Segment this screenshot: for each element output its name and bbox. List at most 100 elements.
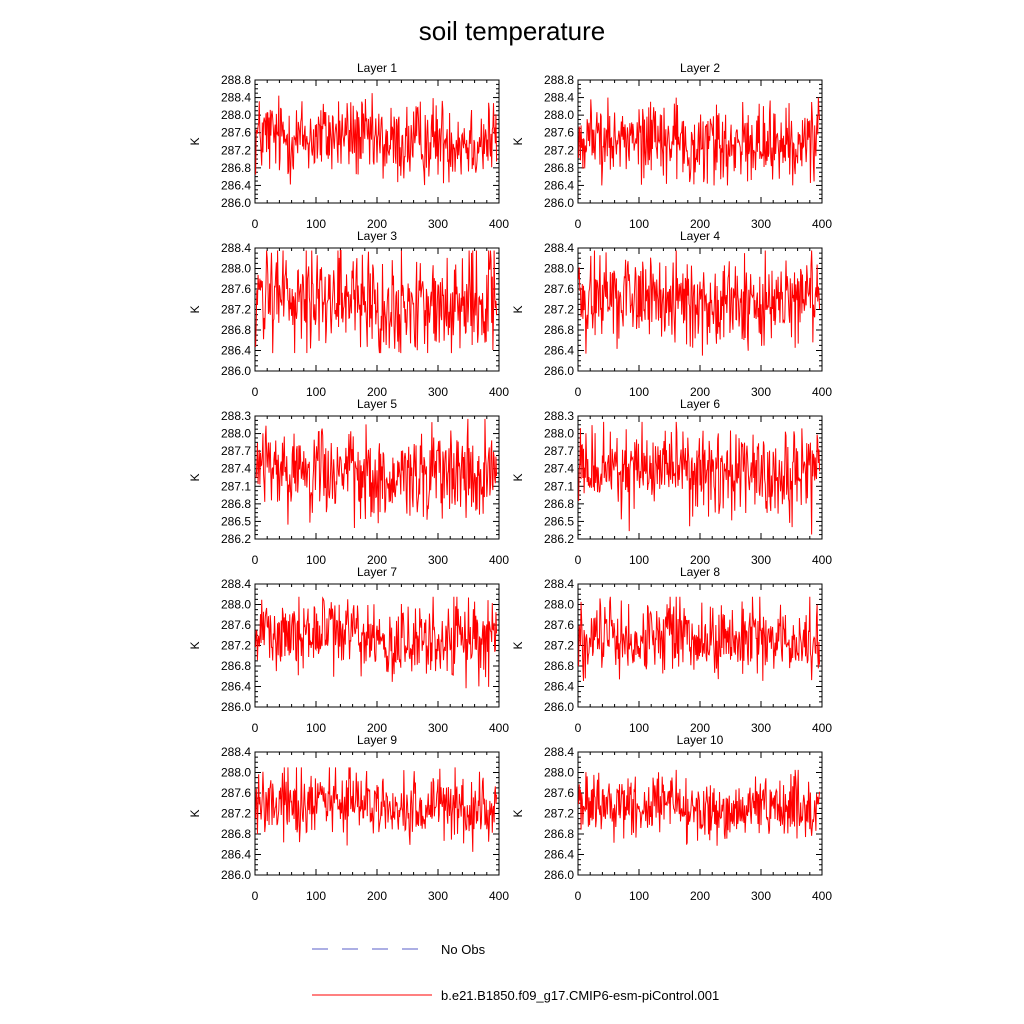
y-axis-label: K bbox=[188, 641, 202, 649]
y-tick-label: 288.4 bbox=[544, 577, 574, 591]
y-tick-label: 288.0 bbox=[221, 427, 251, 441]
x-tick-label: 300 bbox=[428, 721, 448, 735]
x-tick-label: 400 bbox=[489, 385, 509, 399]
y-tick-label: 286.0 bbox=[544, 700, 574, 714]
x-tick-label: 300 bbox=[428, 889, 448, 903]
panel-title: Layer 2 bbox=[680, 61, 720, 75]
panels-grid: Layer 1 K 286.0 286.4 286.8 287.2 287.6 288.0 28… bbox=[188, 61, 832, 903]
panel-title: Layer 3 bbox=[357, 229, 397, 243]
y-tick-label: 287.4 bbox=[221, 462, 251, 476]
y-tick-label: 288.4 bbox=[221, 91, 251, 105]
y-tick-label: 287.6 bbox=[544, 126, 574, 140]
x-tick-label: 200 bbox=[367, 217, 387, 231]
x-tick-label: 200 bbox=[367, 889, 387, 903]
x-tick-label: 300 bbox=[751, 889, 771, 903]
y-tick-label: 286.5 bbox=[221, 514, 251, 528]
x-tick-label: 0 bbox=[575, 889, 582, 903]
x-tick-label: 0 bbox=[252, 217, 259, 231]
y-tick-label: 286.0 bbox=[544, 868, 574, 882]
x-tick-label: 100 bbox=[306, 721, 326, 735]
y-axis-label: K bbox=[188, 305, 202, 313]
y-tick-label: 286.4 bbox=[544, 344, 574, 358]
figure-title: soil temperature bbox=[419, 16, 605, 46]
series-line bbox=[578, 97, 821, 186]
series-line bbox=[255, 596, 498, 689]
y-tick-label: 286.0 bbox=[544, 364, 574, 378]
y-tick-label: 287.6 bbox=[544, 618, 574, 632]
y-tick-label: 286.8 bbox=[221, 161, 251, 175]
x-tick-label: 0 bbox=[575, 385, 582, 399]
y-tick-label: 287.6 bbox=[221, 282, 251, 296]
x-tick-label: 0 bbox=[575, 553, 582, 567]
x-tick-label: 300 bbox=[428, 217, 448, 231]
x-tick-label: 200 bbox=[690, 385, 710, 399]
y-axis-label: K bbox=[511, 809, 525, 817]
y-tick-label: 286.4 bbox=[221, 344, 251, 358]
y-tick-label: 287.2 bbox=[544, 639, 574, 653]
panel-title: Layer 9 bbox=[357, 733, 397, 747]
panel-layer-6: Layer 6 K 286.2 286.5 286.8 287.1 287.4 287.7 28… bbox=[511, 397, 832, 567]
panel-layer-9: Layer 9 K 286.0 286.4 286.8 287.2 287.6 288.0 28… bbox=[188, 733, 509, 903]
y-tick-label: 287.7 bbox=[221, 444, 251, 458]
y-tick-label: 288.4 bbox=[221, 241, 251, 255]
panel-title: Layer 6 bbox=[680, 397, 720, 411]
y-tick-label: 288.0 bbox=[221, 598, 251, 612]
y-tick-label: 287.2 bbox=[221, 807, 251, 821]
y-axis-label: K bbox=[511, 641, 525, 649]
legend: No Obs b.e21.B1850.f09_g17.CMIP6-esm-piC… bbox=[312, 942, 719, 1003]
panel-title: Layer 1 bbox=[357, 61, 397, 75]
x-tick-label: 200 bbox=[367, 553, 387, 567]
y-tick-label: 287.7 bbox=[544, 444, 574, 458]
y-tick-label: 287.1 bbox=[221, 479, 251, 493]
x-tick-label: 300 bbox=[751, 553, 771, 567]
y-tick-label: 288.0 bbox=[544, 108, 574, 122]
panel-layer-5: Layer 5 K 286.2 286.5 286.8 287.1 287.4 287.7 28… bbox=[188, 397, 509, 567]
legend-model-label: b.e21.B1850.f09_g17.CMIP6-esm-piControl.… bbox=[441, 988, 719, 1003]
series-line bbox=[255, 250, 498, 354]
y-tick-label: 288.4 bbox=[221, 577, 251, 591]
panel-title: Layer 7 bbox=[357, 565, 397, 579]
series-line bbox=[578, 250, 821, 356]
x-tick-label: 400 bbox=[489, 721, 509, 735]
y-tick-label: 288.0 bbox=[221, 766, 251, 780]
x-tick-label: 0 bbox=[575, 217, 582, 231]
y-tick-label: 288.4 bbox=[544, 91, 574, 105]
x-tick-label: 400 bbox=[812, 385, 832, 399]
series-line bbox=[255, 767, 498, 852]
y-tick-label: 287.6 bbox=[544, 786, 574, 800]
panel-title: Layer 10 bbox=[677, 733, 724, 747]
series-line bbox=[578, 421, 821, 535]
y-tick-label: 286.8 bbox=[544, 659, 574, 673]
x-tick-label: 400 bbox=[489, 553, 509, 567]
y-tick-label: 286.4 bbox=[221, 680, 251, 694]
x-tick-label: 200 bbox=[690, 217, 710, 231]
y-tick-label: 286.5 bbox=[544, 514, 574, 528]
y-tick-label: 287.6 bbox=[221, 618, 251, 632]
y-tick-label: 287.2 bbox=[221, 303, 251, 317]
y-tick-label: 287.2 bbox=[221, 143, 251, 157]
legend-no-obs-label: No Obs bbox=[441, 942, 486, 957]
y-tick-label: 286.8 bbox=[544, 323, 574, 337]
y-tick-label: 286.0 bbox=[544, 196, 574, 210]
x-tick-label: 400 bbox=[812, 553, 832, 567]
series-line bbox=[255, 418, 498, 529]
y-tick-label: 287.2 bbox=[221, 639, 251, 653]
x-tick-label: 0 bbox=[252, 721, 259, 735]
y-tick-label: 288.0 bbox=[544, 598, 574, 612]
y-tick-label: 286.4 bbox=[544, 178, 574, 192]
x-tick-label: 300 bbox=[428, 553, 448, 567]
y-axis-label: K bbox=[511, 305, 525, 313]
y-tick-label: 286.8 bbox=[544, 497, 574, 511]
x-tick-label: 100 bbox=[629, 385, 649, 399]
x-tick-label: 200 bbox=[690, 889, 710, 903]
x-tick-label: 400 bbox=[812, 721, 832, 735]
x-tick-label: 300 bbox=[751, 721, 771, 735]
x-tick-label: 400 bbox=[489, 889, 509, 903]
y-tick-label: 286.8 bbox=[544, 827, 574, 841]
y-tick-label: 288.0 bbox=[544, 427, 574, 441]
x-tick-label: 400 bbox=[812, 889, 832, 903]
panel-title: Layer 8 bbox=[680, 565, 720, 579]
series-line bbox=[578, 596, 821, 682]
y-tick-label: 288.8 bbox=[544, 73, 574, 87]
x-tick-label: 400 bbox=[812, 217, 832, 231]
